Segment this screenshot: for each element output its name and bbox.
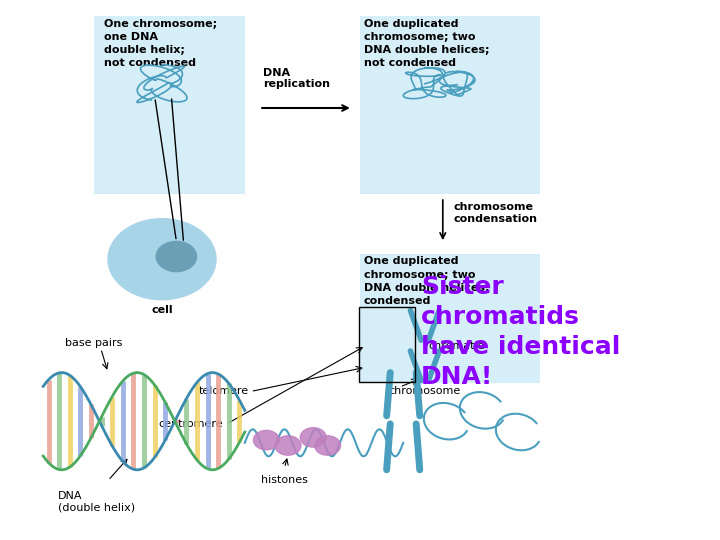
Text: DNA
(double helix): DNA (double helix)	[58, 491, 135, 513]
Text: centromere: centromere	[158, 419, 223, 429]
Text: chromosome
condensation: chromosome condensation	[454, 202, 538, 224]
Text: cell: cell	[151, 305, 173, 315]
Circle shape	[275, 436, 301, 455]
Circle shape	[315, 436, 341, 455]
Circle shape	[156, 241, 197, 272]
Text: chromatid: chromatid	[428, 341, 485, 350]
Text: DNA
replication: DNA replication	[263, 68, 330, 89]
Circle shape	[108, 219, 216, 300]
FancyBboxPatch shape	[360, 254, 540, 383]
FancyBboxPatch shape	[94, 16, 245, 194]
Text: base pairs: base pairs	[65, 338, 122, 348]
FancyBboxPatch shape	[360, 16, 540, 194]
Circle shape	[253, 430, 279, 450]
Text: telomere: telomere	[198, 387, 248, 396]
Text: One duplicated
chromosome; two
DNA double helices;
condensed: One duplicated chromosome; two DNA doubl…	[364, 256, 489, 306]
Circle shape	[300, 428, 326, 447]
Text: One chromosome;
one DNA
double helix;
not condensed: One chromosome; one DNA double helix; no…	[104, 19, 217, 69]
Text: One duplicated
chromosome; two
DNA double helices;
not condensed: One duplicated chromosome; two DNA doubl…	[364, 19, 489, 69]
Text: chromosome: chromosome	[389, 386, 461, 396]
Text: histones: histones	[261, 475, 308, 485]
Text: Sister
chromatids
have identical
DNA!: Sister chromatids have identical DNA!	[421, 275, 621, 388]
